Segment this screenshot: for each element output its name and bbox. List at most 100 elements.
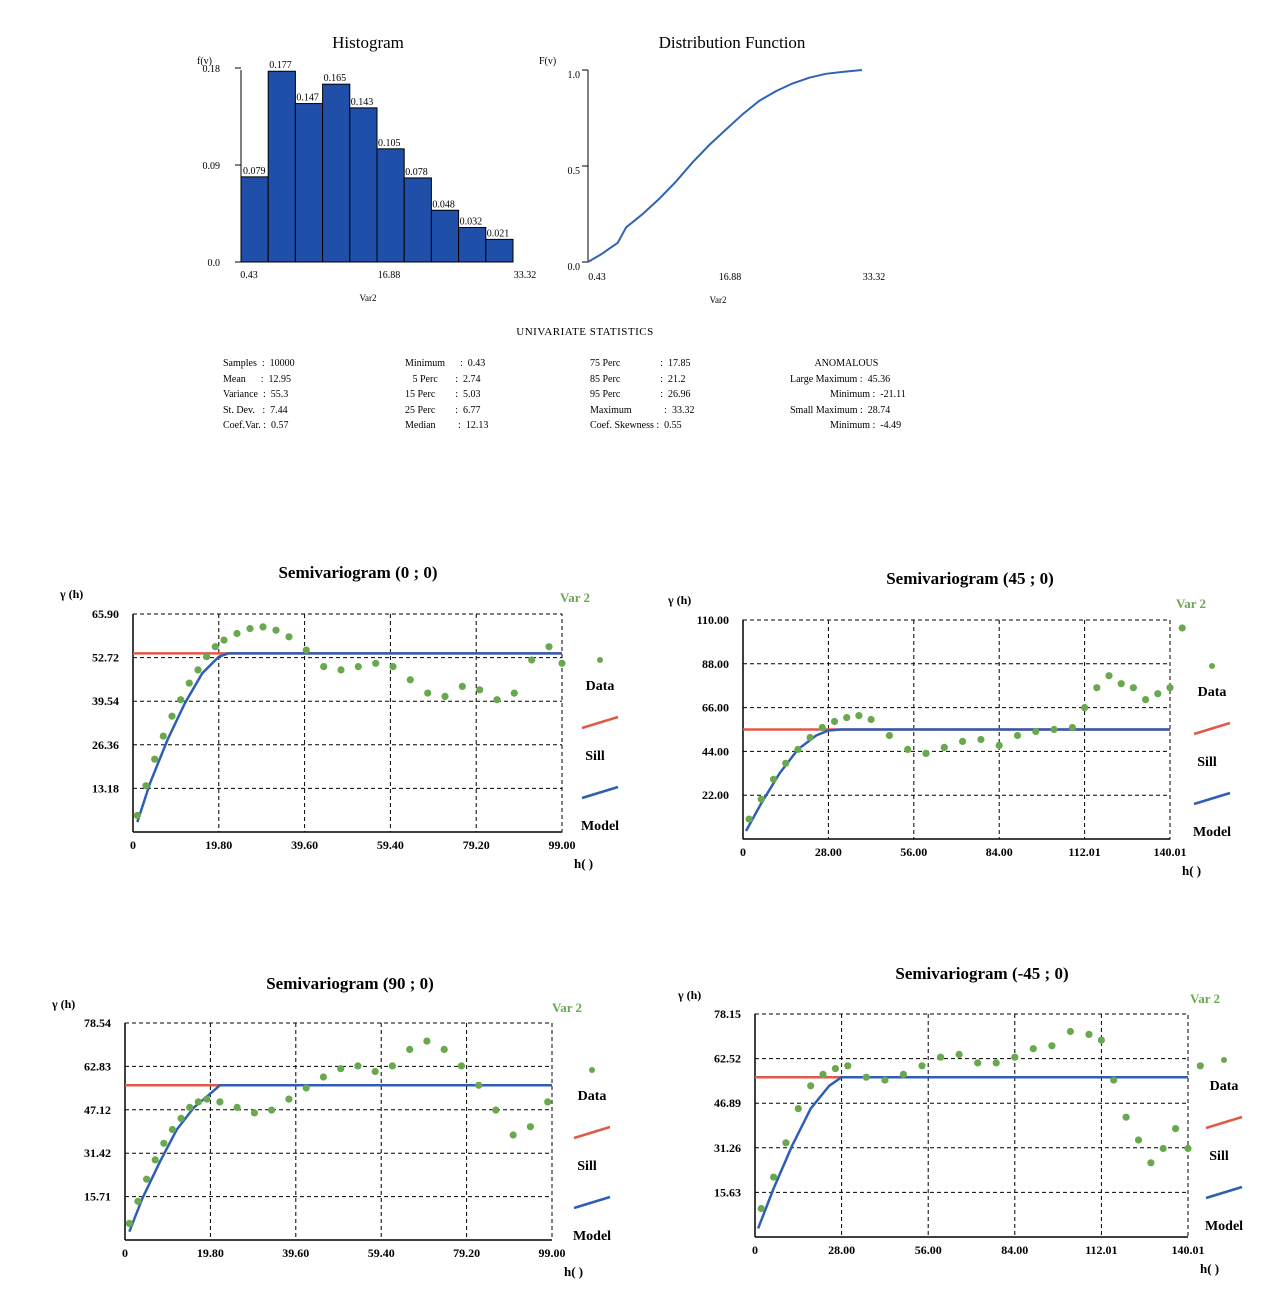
semivariogram-y-tick-label: 88.00 — [702, 657, 729, 671]
semivariogram-y-tick-label: 110.00 — [697, 613, 729, 627]
semivariogram-data-point — [406, 1045, 414, 1053]
stats-row: Coef.Var. : 0.57 — [223, 420, 289, 431]
semivariogram-y-label: γ (h) — [59, 587, 83, 601]
semivariogram-y-tick-label: 15.63 — [714, 1185, 741, 1199]
semivariogram-data-point — [142, 782, 150, 790]
semivariogram-data-point — [177, 696, 185, 704]
semivariogram-x-tick-label: 59.40 — [377, 838, 404, 852]
semivariogram-x-tick-label: 56.00 — [915, 1243, 942, 1257]
semivariogram-y-tick-label: 31.26 — [714, 1141, 741, 1155]
semivariogram-data-point — [526, 1123, 535, 1131]
histogram-bar — [294, 103, 324, 263]
legend-data-marker — [589, 1067, 595, 1073]
semivariogram-y-tick-label: 44.00 — [702, 744, 729, 758]
semivariogram-data-point — [440, 1045, 448, 1053]
histogram-title: Histogram — [332, 33, 404, 52]
distribution-x-label: Var2 — [710, 295, 727, 305]
histogram-bar-label: 0.105 — [378, 138, 401, 149]
semivariogram-data-point — [319, 1073, 327, 1081]
semivariogram-x-label: h( ) — [1200, 1261, 1219, 1276]
semivariogram-frame — [754, 1013, 1189, 1238]
stats-row: Minimum : 0.43 — [405, 358, 486, 369]
semivariogram-data-point — [1184, 1144, 1192, 1153]
distribution-title: Distribution Function — [659, 33, 806, 52]
semivariogram-data-point — [406, 676, 414, 684]
semivariogram-data-point — [177, 1114, 185, 1122]
semivariogram-data-point — [320, 663, 328, 671]
semivariogram-y-label: γ (h) — [677, 988, 701, 1002]
semivariogram-model-line — [128, 1084, 552, 1233]
histogram-bar — [267, 70, 296, 263]
semivariogram-data-point — [1196, 1062, 1204, 1070]
semivariogram-data-point — [843, 714, 851, 722]
semivariogram-series-label: Var 2 — [552, 1000, 582, 1015]
legend-model-marker — [1205, 1185, 1243, 1200]
semivariogram-y-tick-label: 78.15 — [714, 1007, 741, 1021]
semivariogram-data-point — [992, 1059, 1000, 1067]
semivariogram-x-tick-label: 19.80 — [197, 1246, 224, 1260]
legend-sill-label: Sill — [1209, 1149, 1229, 1164]
semivariogram-data-point — [1142, 696, 1150, 704]
semivariogram-x-tick-label: 79.20 — [453, 1246, 480, 1260]
stats-row: St. Dev. : 7.44 — [223, 404, 288, 416]
semivariogram-data-point — [186, 1103, 194, 1111]
histogram-bar — [322, 83, 351, 263]
semivariogram-data-point — [268, 1106, 276, 1114]
semivariogram-data-point — [782, 759, 790, 767]
semivariogram-data-point — [955, 1050, 963, 1058]
semivariogram-data-point — [493, 696, 501, 704]
semivariogram-data-point — [1085, 1030, 1093, 1038]
semivariogram-frame — [124, 1022, 553, 1241]
legend-model-marker — [573, 1195, 611, 1210]
semivariogram-data-point — [1013, 731, 1022, 740]
semivariogram-data-point — [476, 686, 484, 694]
semivariogram-data-point — [354, 663, 362, 671]
semivariogram-x-tick-label: 19.80 — [205, 838, 232, 852]
stats-column-basic: Samples : 10000 Mean : 12.95 Variance : 55… — [223, 356, 295, 434]
semivariogram-data-point — [272, 626, 280, 634]
semivariogram-data-point — [259, 623, 267, 631]
semivariogram-data-point — [818, 723, 826, 732]
semivariogram-data-point — [388, 1062, 396, 1070]
semivariogram-data-point — [558, 659, 566, 667]
distribution-x-tick-label: 16.88 — [719, 272, 742, 283]
semivariogram-title: Semivariogram (0 ; 0) — [278, 563, 437, 582]
stats-row: Minimum : -21.11 — [790, 389, 906, 400]
semivariogram-x-tick-label: 99.00 — [549, 838, 576, 852]
stats-column-percentiles-low: Minimum : 0.43 5 Perc : 2.74 15 Perc : 5.… — [405, 356, 488, 434]
semivariogram-model-line — [136, 652, 562, 823]
semivariogram-frame — [132, 613, 563, 833]
semivariogram-data-point — [203, 653, 211, 661]
semivariogram-x-tick-label: 28.00 — [828, 1243, 855, 1257]
legend-data-marker — [597, 657, 603, 663]
semivariogram-x-label: h( ) — [574, 856, 593, 871]
stats-row: Minimum : -4.49 — [790, 420, 902, 431]
semivariogram-data-point — [285, 1095, 293, 1103]
stats-row: Mean : 12.95 — [223, 373, 292, 385]
legend-sill-marker — [1205, 1115, 1243, 1130]
semivariogram-data-point — [757, 1204, 765, 1213]
semivariogram-x-tick-label: 112.01 — [1068, 845, 1100, 859]
distribution-x-tick-label: 0.43 — [588, 272, 606, 283]
legend-model-label: Model — [573, 1229, 611, 1244]
semivariogram-data-point — [1066, 1027, 1074, 1036]
semivariogram-y-label: γ (h) — [51, 997, 75, 1011]
legend-sill-marker — [573, 1125, 611, 1140]
semivariogram-series-label: Var 2 — [1190, 991, 1220, 1006]
semivariogram-data-point — [216, 1098, 224, 1106]
histogram-y-tick-label: 0.18 — [203, 64, 221, 75]
semivariogram-x-tick-label: 140.01 — [1172, 1243, 1205, 1257]
semivariogram-y-tick-label: 13.18 — [92, 781, 119, 795]
legend-sill-label: Sill — [585, 749, 605, 764]
semivariogram-data-point — [372, 659, 380, 667]
semivariogram-y-tick-label: 31.42 — [84, 1146, 111, 1160]
semivariogram-data-point — [745, 815, 753, 823]
histogram-bar-label: 0.147 — [296, 93, 319, 104]
semivariogram-data-point — [510, 689, 518, 697]
semivariogram-data-point — [1147, 1159, 1155, 1167]
histogram-x-label: Var2 — [360, 293, 377, 303]
semivariogram-data-point — [544, 1098, 552, 1106]
semivariogram-data-point — [423, 1037, 431, 1045]
semivariogram-data-point — [1166, 684, 1174, 692]
semivariogram-x-tick-label: 140.01 — [1154, 845, 1187, 859]
